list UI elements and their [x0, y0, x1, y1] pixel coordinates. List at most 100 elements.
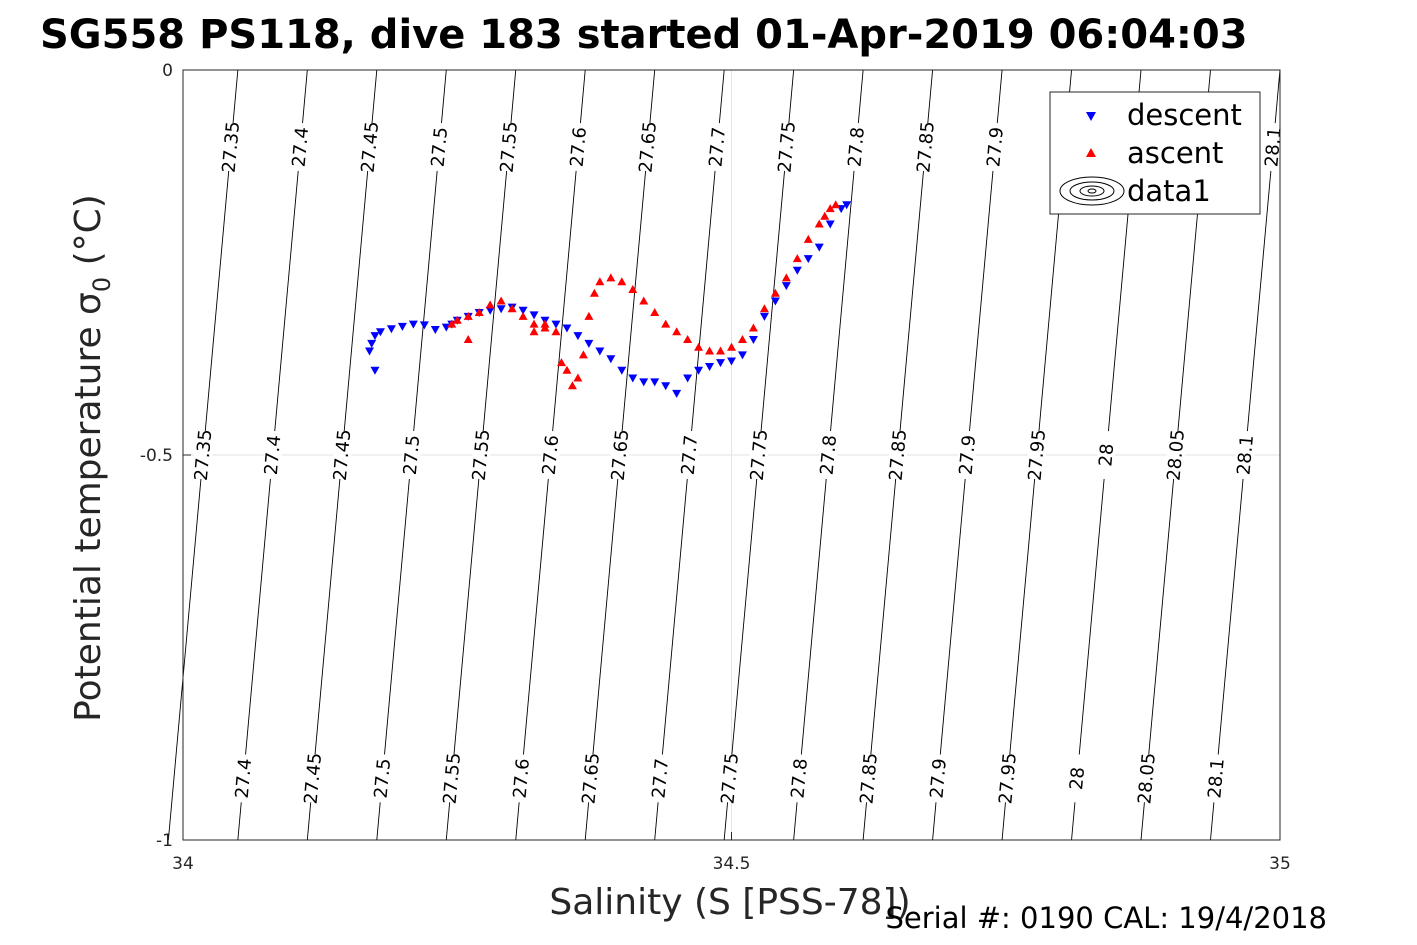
contour-label-background	[788, 753, 811, 804]
density-contour-label: 27.95	[995, 752, 1021, 805]
density-contour-label: 27.8	[844, 126, 869, 168]
ascent-point	[529, 319, 539, 328]
ascent-point	[683, 335, 693, 343]
contour-label-background	[1095, 430, 1118, 480]
contour-label-background	[747, 430, 771, 480]
contour-label-background	[649, 753, 672, 804]
contour-label-background	[1135, 753, 1158, 804]
descent-point	[364, 347, 374, 356]
contour-label-background	[857, 753, 880, 804]
data-series	[364, 200, 852, 398]
x-tick-label: 35	[1269, 854, 1291, 874]
contour-label-background	[956, 430, 979, 480]
ascent-point	[551, 327, 561, 336]
y-tick-label: -1	[156, 831, 173, 851]
contour-label-background	[1025, 430, 1048, 480]
density-contour-label: 27.7	[648, 758, 673, 800]
density-contour-label: 27.4	[232, 758, 257, 800]
contour-label-background	[539, 430, 562, 480]
y-axis-label-unit: (°C)	[68, 194, 109, 277]
descent-point	[770, 297, 780, 306]
descent-point	[759, 312, 769, 321]
ascent-point	[447, 319, 457, 328]
contour-label-background	[996, 753, 1019, 804]
contour-label-background	[289, 122, 312, 172]
contour-label-background	[1204, 753, 1228, 804]
density-contours: 27.35 27.35 27.4 27.4 27.4 27.45 27.45 27.45 27.…	[167, 69, 1286, 841]
contour-label-background	[191, 430, 215, 480]
y-axis-label-main: Potential temperature	[68, 315, 109, 722]
ascent-point	[650, 308, 660, 317]
density-contour-label: 27.5	[371, 758, 396, 800]
ascent-point	[496, 296, 506, 305]
density-contour-label: 27.9	[956, 434, 981, 476]
descent-point	[727, 357, 736, 366]
density-contour-label: 27.45	[330, 428, 356, 481]
density-contour-label: 27.65	[635, 120, 661, 173]
descent-point	[716, 359, 726, 368]
density-contour-label: 27.35	[219, 120, 245, 173]
contour-label-background	[636, 122, 659, 172]
contour-label-background	[845, 122, 868, 172]
ascent-point	[452, 315, 462, 324]
contour-label-background	[608, 430, 632, 480]
serial-calibration-text: Serial #: 0190 CAL: 19/4/2018	[885, 901, 1327, 935]
descent-point	[518, 306, 528, 315]
density-contour-label: 28	[1066, 766, 1089, 791]
density-contour-label: 27.6	[539, 434, 564, 476]
density-contour-label: 28.05	[1134, 752, 1160, 805]
contour-label-background	[718, 753, 741, 804]
y-tick-label: -0.5	[140, 446, 173, 466]
ascent-point	[507, 304, 517, 313]
density-contour-label: 27.45	[301, 752, 327, 805]
ascent-point	[672, 327, 682, 336]
contour-label-background	[219, 122, 243, 172]
ascent-point	[589, 288, 599, 297]
ascent-point	[567, 381, 577, 390]
descent-point	[825, 220, 835, 229]
density-contour-label: 27.85	[856, 752, 882, 805]
density-contour-label: 27.75	[717, 752, 743, 805]
contour-label-background	[510, 753, 533, 804]
contour-label-background	[330, 430, 354, 480]
ascent-point	[694, 342, 704, 351]
density-contour-label: 28.05	[1163, 428, 1189, 481]
ascent-point	[803, 234, 813, 243]
descent-point	[781, 282, 791, 291]
contour-label-background	[706, 122, 729, 172]
density-contour-label: 27.7	[678, 434, 703, 476]
descent-point	[683, 374, 693, 383]
descent-point	[485, 306, 495, 315]
density-contour-label: 27.95	[1025, 428, 1051, 481]
contour-label-background	[1065, 753, 1089, 804]
descent-point	[375, 328, 385, 337]
y-axis-label: Potential temperature σ0 (°C)	[68, 194, 116, 722]
ascent-point	[578, 350, 588, 359]
contour-label-background	[886, 430, 909, 480]
axis-ticks: 34 34.5 35 0 -0.5 -1	[140, 61, 1291, 874]
contour-label-background	[579, 753, 602, 804]
density-contour-label: 27.55	[469, 428, 495, 481]
ascent-point	[781, 273, 791, 282]
contour-label-background	[1234, 430, 1257, 480]
descent-point	[639, 378, 649, 387]
ascent-point	[463, 335, 473, 343]
contour-label-background	[358, 122, 381, 172]
descent-point	[370, 366, 380, 375]
ascent-point	[825, 204, 835, 213]
density-contour-label: 27.8	[787, 758, 812, 800]
descent-point	[672, 389, 682, 398]
density-contour-label: 27.45	[358, 120, 384, 173]
ascent-point	[606, 273, 616, 282]
descent-point	[419, 321, 429, 330]
contour-label-background	[775, 122, 798, 172]
descent-point	[617, 366, 627, 375]
contour-label-background	[678, 430, 701, 480]
descent-point	[397, 322, 407, 331]
ascent-point	[463, 311, 473, 320]
density-contour-label: 27.5	[428, 126, 453, 168]
ascent-point	[759, 304, 769, 313]
contour-label-background	[984, 122, 1007, 172]
contour-label-background	[428, 122, 451, 172]
